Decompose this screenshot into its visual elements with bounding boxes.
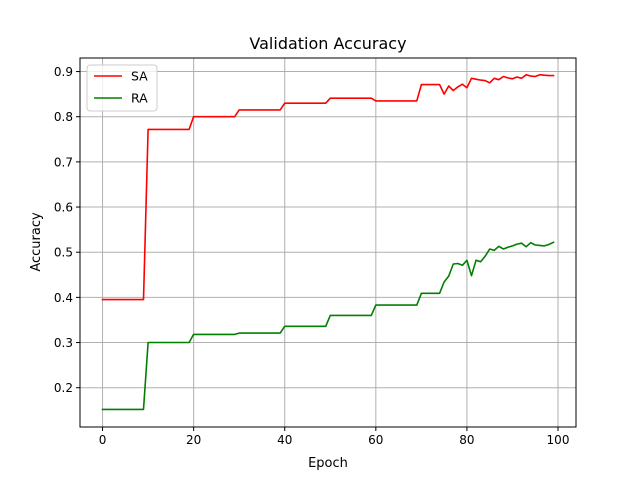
legend-label-ra: RA	[131, 91, 148, 106]
x-tick-label: 20	[186, 433, 201, 447]
x-tick-label: 100	[547, 433, 570, 447]
y-tick-label: 0.3	[54, 336, 73, 350]
series-line-sa	[101, 73, 555, 301]
y-tick-label: 0.5	[54, 246, 73, 260]
y-tick-label: 0.4	[54, 291, 73, 305]
y-tick-label: 0.7	[54, 155, 73, 169]
plot-frame	[79, 57, 577, 428]
x-tick-label: 60	[368, 433, 383, 447]
series-line-ra	[101, 241, 555, 411]
legend-label-sa: SA	[131, 69, 148, 84]
chart-title: Validation Accuracy	[249, 34, 406, 53]
y-tick-label: 0.8	[54, 110, 73, 124]
y-tick-label: 0.2	[54, 381, 73, 395]
plot-area	[80, 58, 576, 427]
series-layer	[101, 73, 555, 411]
y-tick-label: 0.6	[54, 201, 73, 215]
y-axis-ticks: 0.2 0.3 0.4 0.5 0.6 0.7 0.8 0.9	[54, 65, 80, 395]
x-axis-label: Epoch	[308, 456, 348, 471]
y-axis-label: Accuracy	[29, 212, 44, 272]
x-tick-label: 80	[459, 433, 474, 447]
legend: SA RA	[86, 64, 158, 112]
y-tick-label: 0.9	[54, 65, 73, 79]
x-axis-ticks: 0 20 40 60 80 100	[99, 427, 570, 447]
x-tick-label: 40	[277, 433, 292, 447]
x-tick-label: 0	[99, 433, 107, 447]
